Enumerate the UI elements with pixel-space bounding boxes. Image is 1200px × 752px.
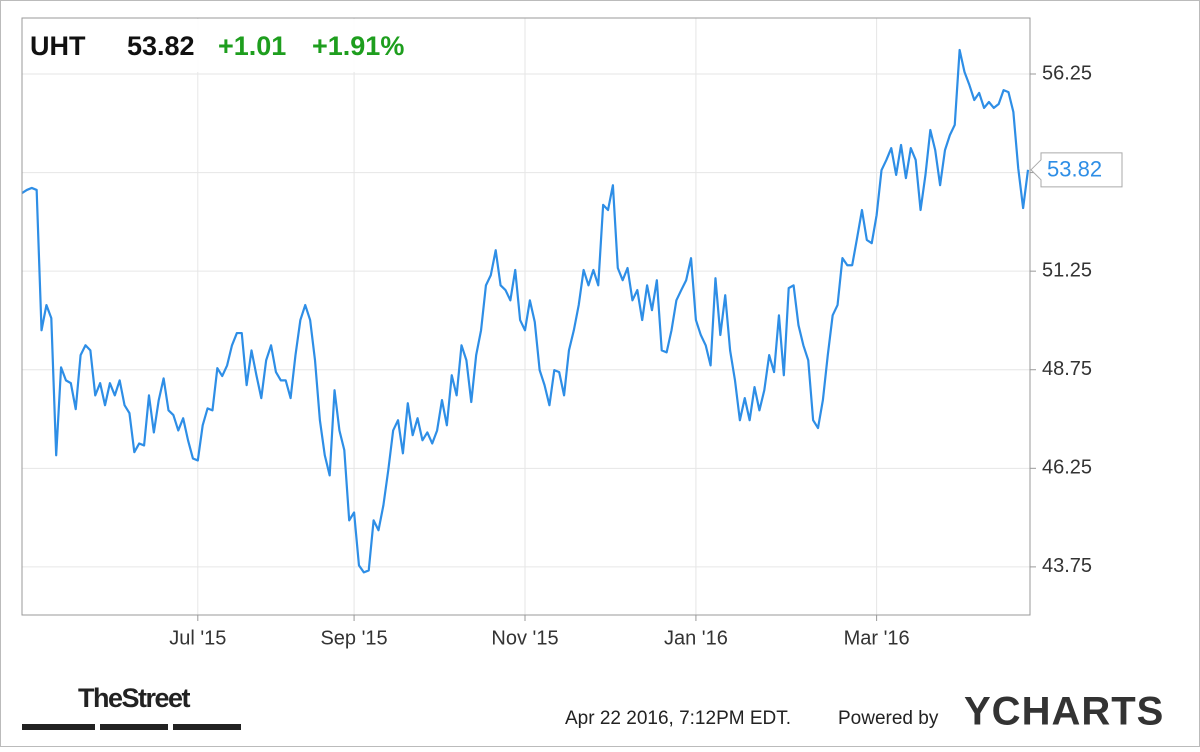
change-percent: +1.91% (312, 31, 404, 61)
logo-bar (173, 724, 241, 730)
x-tick-label: Nov '15 (491, 627, 558, 649)
y-tick-label: 46.25 (1042, 457, 1092, 479)
thestreet-logo: TheStreet (22, 683, 241, 730)
y-tick-label: 43.75 (1042, 555, 1092, 577)
x-tick-label: Jan '16 (664, 627, 728, 649)
plot-border (21, 17, 1031, 616)
y-tick-label: 56.25 (1042, 62, 1092, 84)
timestamp: Apr 22 2016, 7:12PM EDT. (565, 708, 791, 729)
last-price-marker: 53.82 (1030, 152, 1123, 188)
last-price-label: 53.82 (1047, 157, 1102, 182)
logo-bar (100, 724, 168, 730)
x-tick-label: Jul '15 (169, 627, 226, 649)
source-logo: TheStreet (78, 683, 191, 713)
credit: Powered by (838, 708, 939, 729)
y-tick-label: 51.25 (1042, 259, 1092, 281)
x-tick-label: Mar '16 (844, 627, 910, 649)
logo-bar (22, 724, 95, 730)
header-box (23, 19, 438, 72)
price: 53.82 (127, 31, 195, 61)
x-tick-label: Sep '15 (320, 627, 387, 649)
price-line (21, 48, 1030, 574)
y-tick-label: 48.75 (1042, 358, 1092, 380)
ticker: UHT (30, 31, 86, 61)
change: +1.01 (218, 31, 286, 61)
last-price-box (1030, 152, 1123, 188)
plot (21, 48, 1030, 574)
brand-logo: YCHARTS (964, 690, 1164, 734)
